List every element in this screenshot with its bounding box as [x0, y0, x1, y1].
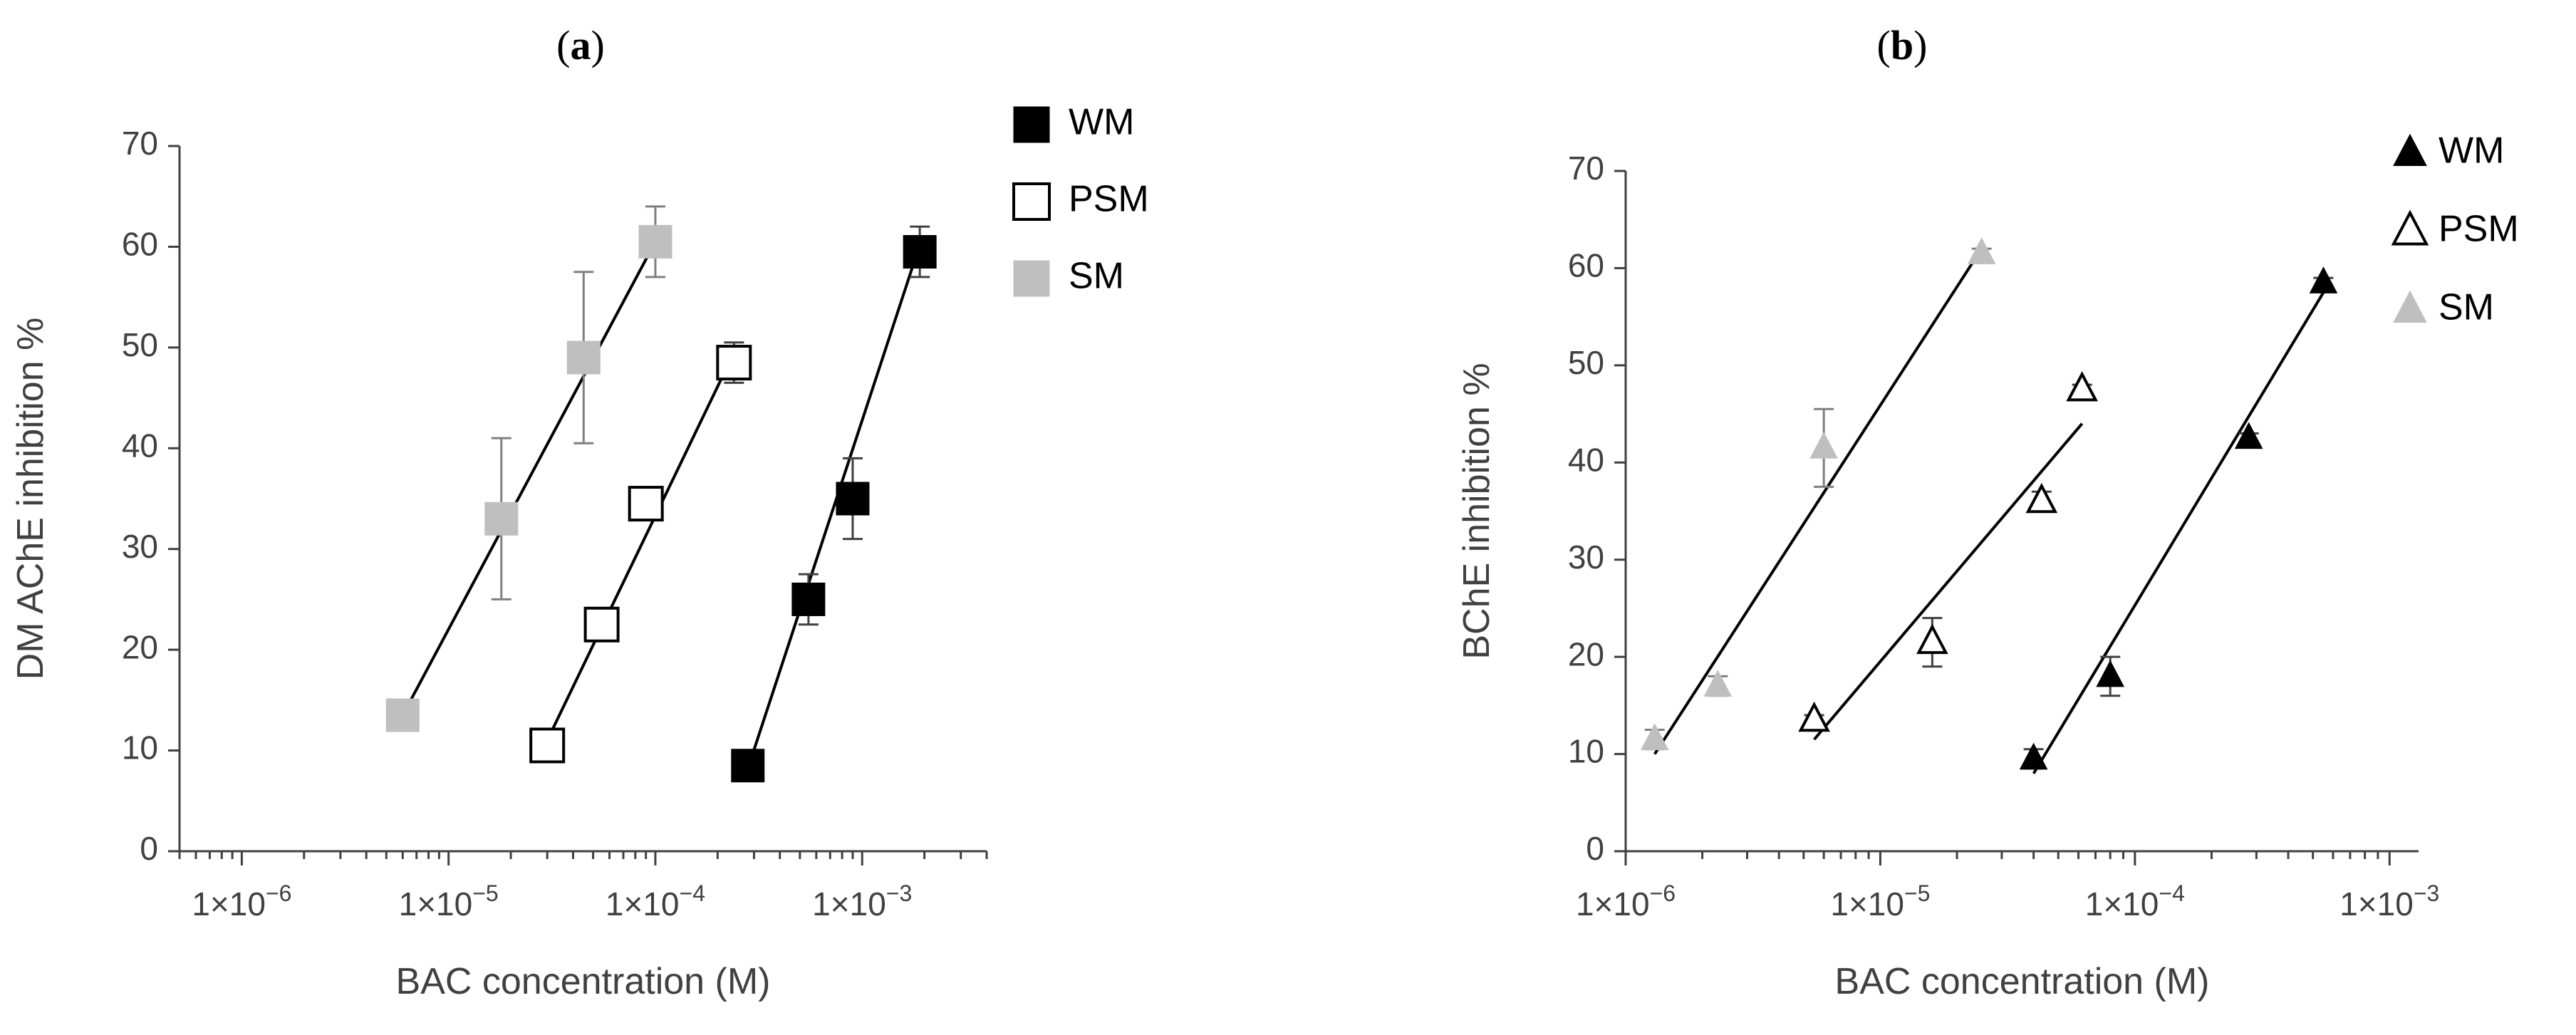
panel-b-x-tick-label: 1×10−5 — [1830, 880, 1930, 922]
panel-a-y-tick-label: 60 — [122, 226, 158, 263]
panel-a-point-wm — [731, 749, 765, 783]
panel-a-series-sm — [385, 205, 672, 732]
panel-b-y-tick-label: 10 — [1568, 733, 1604, 770]
panel-b-legend-marker — [2391, 209, 2429, 246]
panel-b-legend-marker — [2393, 133, 2427, 166]
panel-b-point-wm — [2096, 660, 2125, 687]
panel-a-x-axis-title: BAC concentration (M) — [396, 961, 771, 1002]
panel-a-y-tick-label: 70 — [122, 125, 158, 162]
panel-a-legend-label: PSM — [1069, 179, 1149, 220]
panel-b-x-tick-label: 1×10−4 — [2085, 880, 2185, 922]
panel-b-point-psm — [1798, 701, 1830, 732]
panel-b-point-wm — [2019, 742, 2048, 770]
panel-a-point-psm — [583, 606, 620, 643]
panel-a-legend-marker — [1013, 260, 1050, 297]
panel-b-y-tick-label: 0 — [1586, 830, 1604, 867]
panel-b-point-sm — [1703, 670, 1733, 697]
panel-a-series-psm — [529, 341, 752, 764]
panel-a-point-sm — [638, 224, 672, 259]
panel-a-legend-marker — [1012, 182, 1051, 221]
panel-b-y-tick-label: 20 — [1568, 635, 1604, 672]
panel-b-label: (b) — [1877, 22, 1928, 68]
panel-b-point-sm — [1967, 237, 1996, 264]
panel-b-series-psm — [1798, 371, 2098, 741]
panel-a-y-tick-label: 0 — [140, 830, 158, 867]
panel-a-legend: WM PSM SM — [1012, 102, 1149, 297]
panel-a-series-wm — [731, 225, 937, 783]
panel-a-legend-label: SM — [1069, 256, 1124, 297]
panel-b-point-sm — [1640, 723, 1669, 751]
panel-a-x-tick-label: 1×10−4 — [606, 880, 705, 922]
panel-a-y-tick-label: 30 — [122, 528, 158, 565]
panel-b-y-tick-label: 70 — [1568, 150, 1604, 187]
panel-a: (a) 0 10 20 30 40 50 60 70 1×10−6 1×10−5 1×10−4 1×10… — [10, 22, 1149, 1002]
panel-b-trendline-psm — [1813, 422, 2084, 741]
panel-b-series-sm — [1640, 237, 1996, 755]
panel-a-point-sm — [385, 698, 420, 732]
panel-b-y-tick-label: 60 — [1568, 247, 1604, 284]
panel-b-point-psm — [2066, 371, 2098, 402]
panel-b-point-sm — [1809, 432, 1838, 459]
panel-b-legend-marker — [2393, 290, 2427, 323]
panel-b-legend: WM PSM SM — [2391, 130, 2519, 328]
panel-b-legend-label: PSM — [2439, 209, 2519, 250]
panel-a-y-tick-label: 40 — [122, 427, 158, 464]
panel-b-x-axis-title: BAC concentration (M) — [1835, 961, 2210, 1002]
panel-b: (b) 0 10 20 30 40 50 60 70 1×10−6 1×10−5 1×10−4 1×10… — [1456, 22, 2519, 1002]
panel-b-trendline-sm — [1653, 248, 1983, 755]
panel-a-point-psm — [628, 486, 664, 522]
panel-b-point-wm — [2234, 422, 2263, 449]
panel-b-series-wm — [2019, 266, 2338, 774]
panel-b-point-psm — [1916, 623, 1948, 655]
panel-a-point-wm — [903, 235, 937, 269]
panel-a-x-tick-label: 1×10−3 — [812, 880, 912, 922]
panel-a-trendline-sm — [401, 241, 657, 717]
panel-a-point-psm — [529, 727, 566, 764]
panel-a-trendline-psm — [546, 352, 736, 742]
panel-a-x-tick-label: 1×10−5 — [399, 880, 499, 922]
panel-b-x-tick-label: 1×10−3 — [2339, 880, 2439, 922]
panel-a-label: (a) — [556, 22, 605, 68]
panel-b-trendline-wm — [2032, 291, 2325, 774]
panel-a-point-wm — [836, 482, 870, 516]
panel-b-legend-label: SM — [2439, 287, 2494, 328]
panel-b-legend-label: WM — [2439, 130, 2504, 172]
panel-b-point-wm — [2309, 266, 2338, 293]
panel-b-x-tick-label: 1×10−6 — [1576, 880, 1676, 922]
panel-b-point-psm — [2025, 482, 2058, 514]
panel-a-legend-label: WM — [1069, 102, 1134, 143]
panel-b-y-tick-label: 50 — [1568, 344, 1604, 381]
panel-b-y-tick-label: 40 — [1568, 441, 1604, 478]
panel-a-y-axis-title: DM AChE inhibition % — [10, 318, 51, 680]
panel-a-point-sm — [484, 501, 519, 536]
panel-a-y-tick-label: 20 — [122, 628, 158, 665]
panel-a-point-psm — [716, 345, 752, 381]
panel-b-y-tick-label: 30 — [1568, 539, 1604, 576]
panel-b-y-axis-title: BChE inhibition % — [1456, 363, 1497, 659]
panel-a-trendline-wm — [746, 244, 922, 769]
panel-a-point-sm — [566, 340, 601, 375]
panel-a-legend-marker — [1013, 106, 1050, 143]
panel-a-point-wm — [791, 582, 826, 616]
panel-a-x-tick-label: 1×10−6 — [192, 880, 291, 922]
panel-a-y-tick-label: 50 — [122, 326, 158, 363]
panel-a-y-tick-label: 10 — [122, 729, 158, 766]
